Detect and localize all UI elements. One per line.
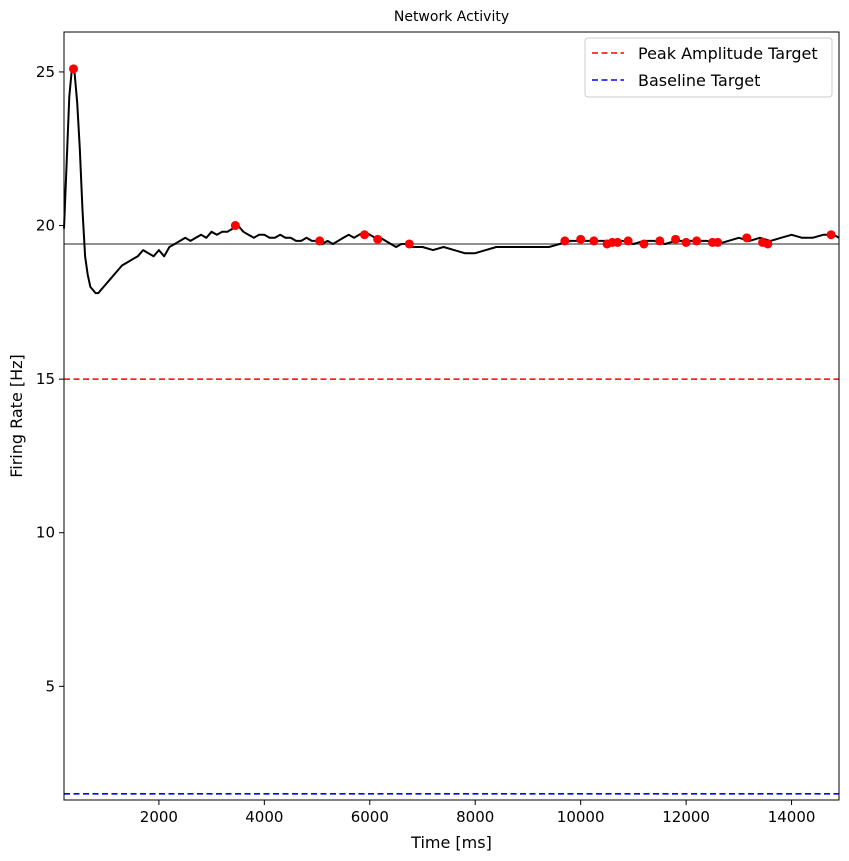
peak-point — [826, 230, 836, 240]
y-tick-label: 25 — [36, 63, 55, 81]
peak-point — [623, 236, 633, 246]
peak-point — [692, 236, 702, 246]
x-axis-label: Time [ms] — [410, 833, 492, 852]
peak-point — [68, 64, 78, 74]
peak-point — [713, 237, 723, 247]
y-axis-ticks: 5 10 15 20 25 — [36, 63, 64, 695]
legend-label: Baseline Target — [638, 71, 760, 90]
legend-label: Peak Amplitude Target — [638, 44, 818, 63]
y-tick-label: 15 — [36, 370, 55, 388]
peak-point — [613, 237, 623, 247]
peak-point — [404, 239, 414, 249]
peak-point — [373, 234, 383, 244]
plot-area — [63, 64, 840, 795]
y-tick-label: 20 — [36, 217, 55, 235]
firing-rate-line — [63, 67, 840, 295]
y-axis-label: Firing Rate [Hz] — [7, 354, 26, 478]
peak-point — [576, 234, 586, 244]
plot-frame — [63, 31, 840, 801]
peak-point — [639, 239, 649, 249]
peak-point — [230, 221, 240, 231]
peak-point — [742, 233, 752, 243]
peak-point — [560, 236, 570, 246]
peak-point — [589, 236, 599, 246]
y-tick-label: 5 — [45, 677, 55, 695]
x-tick-label: 6000 — [351, 808, 389, 826]
chart-title: Network Activity — [394, 9, 509, 25]
peak-point — [315, 236, 325, 246]
legend-box — [584, 37, 833, 98]
y-tick-label: 10 — [36, 524, 55, 542]
x-tick-label: 4000 — [245, 808, 283, 826]
x-tick-label: 14000 — [768, 808, 816, 826]
peak-point — [763, 239, 773, 249]
x-tick-label: 2000 — [140, 808, 178, 826]
x-tick-label: 8000 — [456, 808, 494, 826]
x-axis-ticks: 2000 4000 6000 8000 10000 12000 14000 — [140, 800, 816, 826]
peak-point — [681, 237, 691, 247]
x-tick-label: 10000 — [557, 808, 605, 826]
peak-point — [360, 230, 370, 240]
peak-point — [655, 236, 665, 246]
x-tick-label: 12000 — [662, 808, 710, 826]
peak-point — [671, 234, 681, 244]
legend: Peak Amplitude Target Baseline Target — [584, 37, 833, 98]
